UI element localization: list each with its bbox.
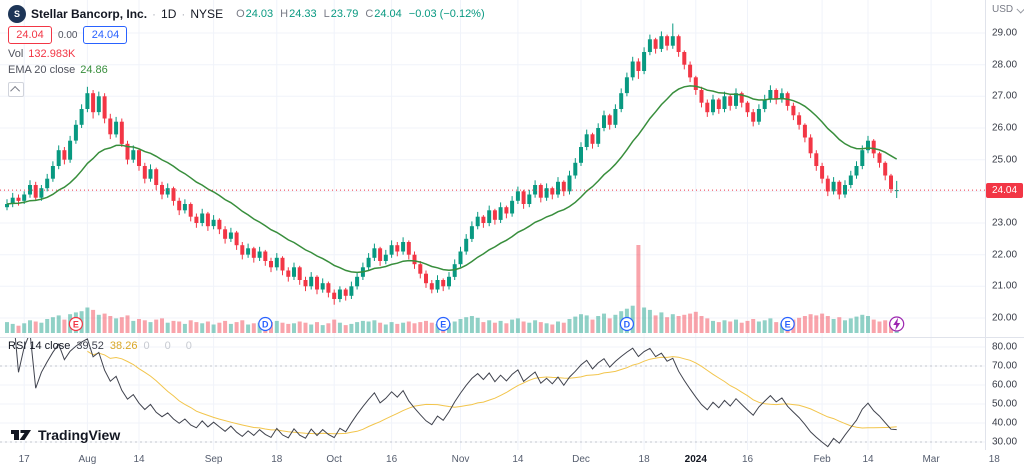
ema-legend[interactable]: EMA 20 close 24.86 (8, 64, 108, 76)
time-axis-label: 14 (512, 454, 524, 465)
rsi-hidden-values: 0 0 0 (143, 340, 198, 352)
price-tick-label: 25.00 (992, 154, 1018, 166)
time-axis-label: 2024 (684, 454, 707, 465)
volume-label: Vol (8, 48, 24, 60)
high-label: H (280, 8, 289, 20)
event-marker-D: D (619, 316, 635, 332)
symbol-logo-icon: S (8, 5, 26, 23)
price-tick-label: 22.00 (992, 249, 1018, 261)
time-axis-label: 16 (386, 454, 398, 465)
close-label: C (365, 8, 374, 20)
time-axis-label: 18 (988, 454, 1000, 465)
rsi-tick-label: 80.00 (992, 341, 1018, 353)
time-axis-label: Dec (572, 454, 590, 465)
price-tick-label: 29.00 (992, 27, 1018, 39)
spread-value: 0.00 (58, 29, 78, 41)
tradingview-logo[interactable]: TradingView (10, 427, 120, 443)
svg-text:E: E (73, 320, 79, 330)
rsi-grid (0, 337, 985, 450)
volume-legend[interactable]: Vol 132.983K (8, 48, 75, 60)
event-marker-flash (889, 316, 905, 332)
price-tick-label: 28.00 (992, 59, 1018, 71)
currency-label: USD (992, 4, 1014, 15)
sell-button[interactable]: 24.04 (8, 26, 52, 44)
time-axis-label: 18 (638, 454, 650, 465)
price-grid (0, 0, 985, 337)
change-value: −0.03 (−0.12%) (408, 8, 485, 20)
rsi-band-lines (0, 365, 985, 443)
price-tick-label: 27.00 (992, 90, 1018, 102)
low-value: 23.79 (330, 8, 359, 20)
open-label: O (236, 8, 245, 20)
time-axis-label: 18 (271, 454, 283, 465)
time-axis-label: Aug (78, 454, 97, 465)
interval-label[interactable]: 1D (161, 7, 177, 21)
price-scale-separator (985, 0, 986, 450)
time-axis-label: Nov (451, 454, 470, 465)
time-axis-label: 14 (133, 454, 145, 465)
time-axis-label: Feb (813, 454, 831, 465)
svg-text:E: E (785, 320, 791, 330)
rsi-tick-label: 40.00 (992, 417, 1018, 429)
svg-text:D: D (262, 320, 269, 330)
rsi-ma-line (87, 350, 897, 435)
time-axis-label: 17 (18, 454, 30, 465)
time-axis[interactable]: 17 Aug 14 Sep 18 Oct 16 Nov 14 Dec 18 2024 16 Feb 14 Ma… (0, 450, 1024, 470)
pane-separator[interactable] (0, 337, 1024, 338)
price-tick-label: 20.00 (992, 312, 1018, 324)
trade-widget: 24.04 0.00 24.04 (8, 26, 128, 44)
ema-line (6, 85, 898, 274)
separator-dot: · (181, 7, 186, 21)
separator-dot: · (152, 7, 157, 21)
rsi-legend[interactable]: RSI 14 close 39.52 38.26 0 0 0 (8, 340, 198, 352)
time-axis-label: Oct (326, 454, 342, 465)
time-axis-label: Mar (922, 454, 940, 465)
symbol-name[interactable]: Stellar Bancorp, Inc. (31, 7, 148, 21)
collapse-indicators-button[interactable] (8, 82, 24, 97)
chevron-up-icon (9, 85, 20, 96)
rsi-pane[interactable] (0, 337, 985, 450)
event-marker-E: E (780, 316, 795, 332)
svg-text:E: E (440, 320, 446, 330)
rsi-tick-label: 70.00 (992, 360, 1018, 372)
rsi-value: 39.52 (76, 340, 104, 352)
current-price-badge: 24.04 (986, 182, 1023, 198)
close-value: 24.04 (374, 8, 402, 20)
rsi-tick-label: 50.00 (992, 398, 1018, 410)
open-value: 24.03 (245, 8, 274, 20)
tradingview-logo-text: TradingView (38, 427, 121, 443)
high-value: 24.33 (289, 8, 317, 20)
event-marker-E: E (68, 316, 83, 332)
time-axis-label: 16 (741, 454, 754, 465)
price-tick-label: 21.00 (992, 280, 1018, 292)
rsi-line (14, 337, 897, 448)
exchange-label: NYSE (190, 7, 224, 21)
volume-value: 132.983K (28, 48, 76, 60)
buy-button[interactable]: 24.04 (83, 26, 128, 44)
rsi-tick-label: 60.00 (992, 379, 1018, 391)
event-marker-E: E (436, 316, 451, 332)
price-tick-label: 23.00 (992, 217, 1018, 229)
event-marker-D: D (258, 316, 273, 332)
price-tick-label: 26.00 (992, 122, 1018, 134)
low-label: L (323, 8, 330, 20)
currency-selector[interactable]: USD (992, 4, 1024, 15)
tradingview-logo-icon (11, 430, 31, 440)
ohlc-values: O 24.03 H 24.33 L 23.79 C 24.04 −0.03 (−0.12… (236, 8, 485, 20)
time-axis-label: 14 (862, 454, 874, 465)
rsi-tick-label: 30.00 (992, 436, 1018, 448)
time-axis-label: Sep (204, 454, 223, 465)
rsi-ma-value: 38.26 (109, 340, 138, 352)
ema-label: EMA 20 close (8, 64, 76, 76)
ema-value: 24.86 (80, 64, 108, 76)
symbol-legend[interactable]: S Stellar Bancorp, Inc. · 1D · NYSE O 24.… (8, 5, 485, 23)
rsi-label: RSI 14 close (8, 340, 71, 352)
chevron-down-icon (1016, 4, 1024, 14)
svg-text:D: D (624, 320, 631, 330)
